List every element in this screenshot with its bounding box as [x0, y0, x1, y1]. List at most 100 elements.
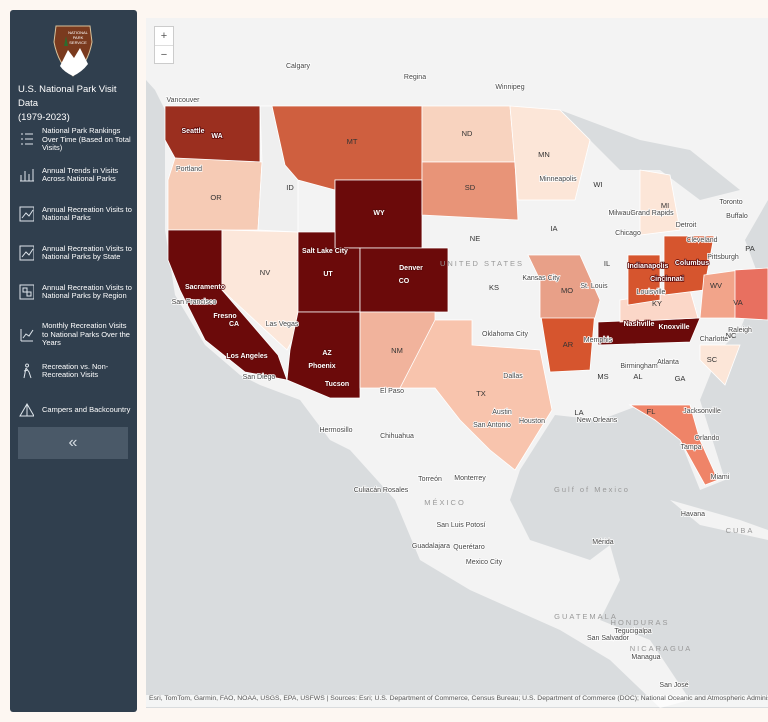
map-label: Kansas City [522, 275, 560, 282]
map-label: PA [745, 244, 754, 253]
map-label: Pittsburgh [707, 254, 739, 261]
map-label: Phoenix [308, 363, 335, 370]
nav-item[interactable]: Annual Recreation Visits to National Par… [18, 205, 133, 223]
map-label: Culiacán Rosales [354, 487, 409, 494]
map-label: San José [659, 682, 688, 689]
map-label: St. Louis [580, 283, 608, 290]
map-label: NM [391, 346, 403, 355]
map-label: UNITED STATES [440, 259, 524, 268]
zoom-out[interactable]: − [160, 49, 168, 61]
nav-item[interactable]: Annual Recreation Visits to National Par… [18, 283, 133, 301]
map-label: Salt Lake City [302, 248, 348, 255]
logo-text: SERVICE [69, 40, 87, 45]
map-label: Oklahoma City [482, 331, 528, 338]
map-label: San Diego [243, 374, 276, 381]
nav-icon [19, 245, 34, 261]
map-label: Grand Rapids [630, 210, 674, 217]
map-label: Tegucigalpa [614, 628, 651, 635]
map-label: Cincinnati [650, 276, 684, 283]
map-label: Havana [681, 511, 705, 518]
map-label: CA [229, 321, 239, 328]
map-label: LA [574, 408, 583, 417]
nav-item[interactable]: Recreation vs. Non-Recreation Visits [18, 362, 133, 380]
map-label: WI [593, 180, 602, 189]
title-line: (1979-2023) [18, 112, 70, 123]
nav-label: Annual Recreation Visits to National Par… [42, 243, 132, 261]
nav-item[interactable]: Annual Trends in Visits Across National … [18, 166, 133, 184]
map-label: MN [538, 150, 550, 159]
map-label: Las Vegas [266, 321, 299, 328]
map-label: AL [633, 372, 642, 381]
nav-label: Recreation vs. Non-Recreation Visits [42, 361, 109, 379]
attribution: Esri, TomTom, Garmin, FAO, NOAA, USGS, E… [146, 695, 768, 707]
map-label: San Salvador [587, 635, 630, 642]
map-label: Houston [519, 418, 545, 425]
map-label: WV [710, 281, 722, 290]
map-label: New Orleans [577, 417, 618, 424]
map-label: San Antonio [473, 422, 511, 429]
map-label: AZ [322, 350, 332, 357]
map-label: Austin [492, 409, 512, 416]
map-label: Memphis [584, 337, 613, 344]
map-label: SD [465, 183, 476, 192]
title-line: U.S. National Park Visit Data [18, 84, 117, 109]
map-label: FL [647, 407, 656, 416]
map-label: Cleveland [686, 237, 717, 244]
map-label: Managua [631, 654, 660, 661]
logo-text: PARK [73, 35, 84, 40]
map-label: Monterrey [454, 475, 486, 482]
collapse-button[interactable]: « [18, 427, 128, 459]
map-label: ND [462, 129, 473, 138]
map-label: Columbus [675, 260, 709, 267]
map-label: Hermosillo [319, 427, 352, 434]
map-label: Mexico City [466, 559, 503, 566]
map-label: Dallas [503, 373, 523, 380]
map[interactable]: Calgary Regina Winnipeg Vancouver Seattle WA M… [146, 18, 768, 708]
map-label: Los Angeles [226, 353, 267, 360]
map-label: Raleigh [728, 327, 752, 334]
map-label: Milwaukee [608, 210, 641, 217]
map-label: El Paso [380, 388, 404, 395]
map-label: Chihuahua [380, 433, 414, 440]
map-label: WY [373, 210, 385, 217]
map-label: Louisville [637, 289, 666, 296]
map-label: OR [210, 193, 222, 202]
map-label: GA [675, 374, 686, 383]
map-label: GUATEMALA [554, 612, 618, 621]
map-label: San Luis Potosí [436, 522, 485, 529]
map-label: Torreón [418, 476, 442, 483]
nav-label: Annual Trends in Visits Across National … [42, 165, 119, 183]
nav-label: Annual Recreation Visits to National Par… [42, 204, 132, 222]
map-label: Portland [176, 166, 202, 173]
map-label: NICARAGUA [630, 644, 693, 653]
map-label: UT [323, 271, 333, 278]
zoom-in[interactable]: + [155, 27, 173, 46]
map-label: Orlando [695, 435, 720, 442]
nav-item[interactable]: Monthly Recreation Visits to National Pa… [18, 321, 133, 348]
map-label: Fresno [213, 313, 236, 320]
nav-icon [19, 206, 34, 222]
map-label: Tampa [680, 444, 701, 451]
map-label: Chicago [615, 230, 641, 237]
map-label: Gulf of Mexico [554, 485, 630, 494]
states [164, 105, 768, 486]
map-label: MS [597, 372, 608, 381]
nav-label: Monthly Recreation Visits to National Pa… [42, 321, 130, 347]
nps-logo: NATIONAL PARK SERVICE [53, 25, 93, 77]
map-label: Miami [711, 474, 730, 481]
map-label: San Francisco [172, 299, 217, 306]
nav-item[interactable]: Campers and Backcountry [18, 401, 133, 419]
nav-icon [23, 363, 32, 379]
nav-icon [20, 328, 34, 342]
nav-item[interactable]: National Park Rankings Over Time (Based … [18, 126, 133, 153]
map-label: Regina [404, 74, 426, 81]
map-label: WA [211, 133, 222, 140]
map-label: Querétaro [453, 544, 485, 551]
map-label: Tucson [325, 381, 349, 388]
nav-icon [20, 169, 34, 182]
nav-item[interactable]: Annual Recreation Visits to National Par… [18, 244, 133, 262]
map-label: CUBA [726, 526, 755, 535]
map-label: MO [561, 286, 573, 295]
map-label: AR [563, 340, 574, 349]
map-label: HONDURAS [611, 618, 670, 627]
